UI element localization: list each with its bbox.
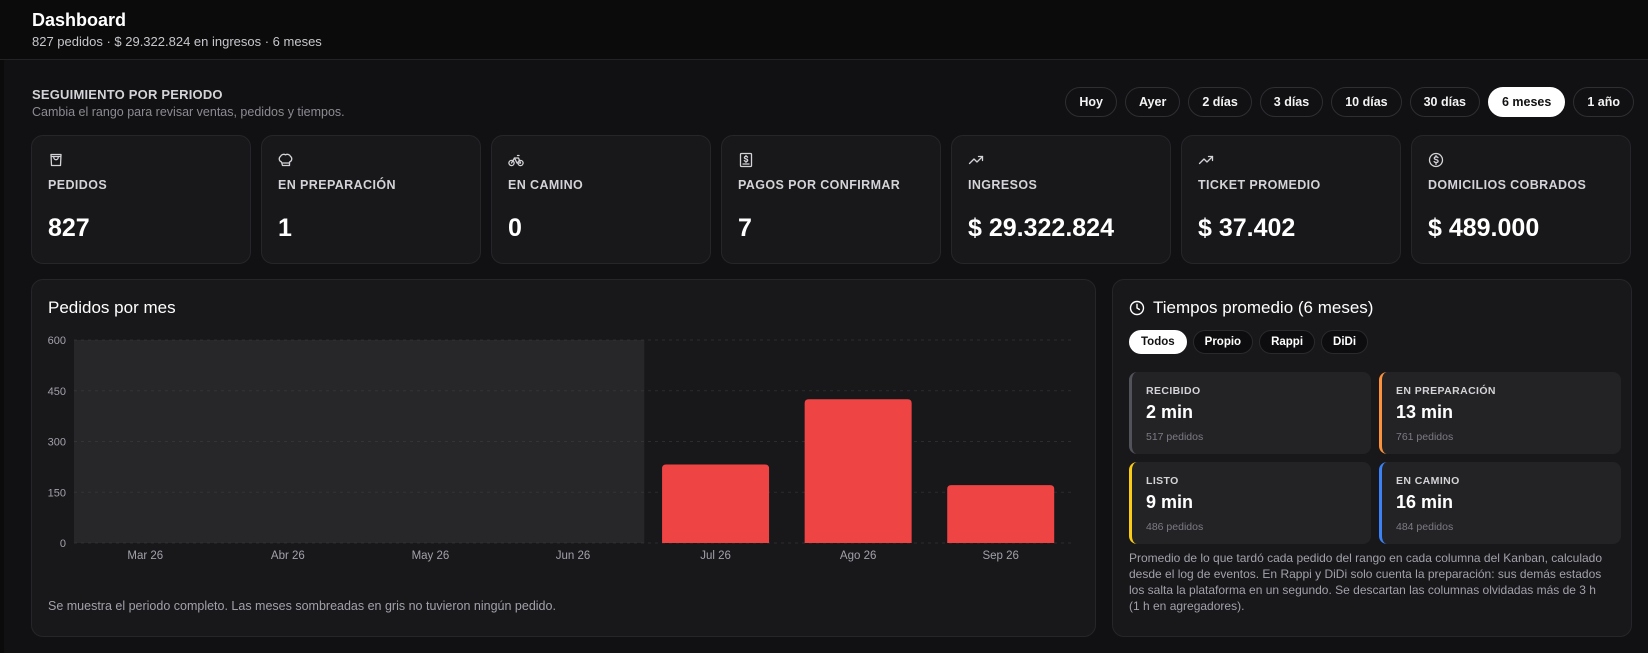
metric-value: 7 [738,214,752,242]
range-button-1-ano[interactable]: 1 año [1573,87,1634,117]
metric-card-ticket-promedio: TICKET PROMEDIO $ 37.402 [1181,135,1401,264]
filter-propio[interactable]: Propio [1192,330,1254,354]
range-button-ayer[interactable]: Ayer [1124,87,1181,117]
range-button-2-dias[interactable]: 2 días [1188,87,1252,117]
chart-note: Se muestra el periodo completo. Las mese… [48,599,556,613]
bicycle-icon [508,154,524,167]
y-tick-label: 450 [48,386,66,398]
shopping-bag-icon [50,153,62,167]
time-count: 517 pedidos [1146,431,1204,443]
x-tick-label: Abr 26 [271,550,305,562]
times-title: Tiempos promedio (6 meses) [1153,298,1374,317]
times-header: Tiempos promedio (6 meses) [1129,298,1373,318]
x-tick-label: Jul 26 [700,550,731,562]
y-tick-label: 0 [60,538,66,550]
page-title: Dashboard [32,10,127,30]
metric-value: $ 29.322.824 [968,214,1114,242]
x-tick-label: Mar 26 [127,550,163,562]
time-label: EN CAMINO [1396,475,1460,487]
dollar-circle-icon [1428,152,1444,168]
metric-cards: PEDIDOS 827 EN PREPARACIÓN 1 EN CAMINO 0… [31,135,1631,264]
y-tick-label: 300 [48,437,66,449]
metric-card-pagos-por-confirmar: PAGOS POR CONFIRMAR 7 [721,135,941,264]
x-tick-label: May 26 [412,550,450,562]
time-card-en-camino: EN CAMINO 16 min 484 pedidos [1379,462,1621,544]
filter-todos[interactable]: Todos [1129,330,1187,354]
time-card-listo: LISTO 9 min 486 pedidos [1129,462,1371,544]
time-card-en-preparacion: EN PREPARACIÓN 13 min 761 pedidos [1379,372,1621,454]
range-button-hoy[interactable]: Hoy [1065,87,1117,117]
clock-icon [1129,300,1145,316]
metric-label: DOMICILIOS COBRADOS [1428,178,1587,192]
metric-card-en-preparacion: EN PREPARACIÓN 1 [261,135,481,264]
chef-hat-icon [278,153,293,167]
metric-label: INGRESOS [968,178,1038,192]
time-label: LISTO [1146,475,1179,487]
metric-value: 1 [278,214,292,242]
time-label: RECIBIDO [1146,385,1201,397]
orders-per-month-panel: Pedidos por mes 0 150 300 450 600 Mar 26 Abr 2… [31,279,1096,637]
page-subtitle: 827 pedidos · $ 29.322.824 en ingresos ·… [32,34,322,49]
range-button-6-meses[interactable]: 6 meses [1487,87,1566,117]
time-value: 16 min [1396,492,1454,512]
metric-label: TICKET PROMEDIO [1198,178,1321,192]
average-times-panel: Tiempos promedio (6 meses) Todos Propio … [1112,279,1632,637]
bar [662,464,770,543]
empty-months-shade [74,340,645,543]
top-bar: Dashboard 827 pedidos · $ 29.322.824 en … [0,0,1648,60]
metric-card-pedidos: PEDIDOS 827 [31,135,251,264]
chart-title: Pedidos por mes [48,298,176,317]
metric-label: PAGOS POR CONFIRMAR [738,178,901,192]
metric-value: $ 37.402 [1198,214,1296,242]
metric-card-domicilios-cobrados: DOMICILIOS COBRADOS $ 489.000 [1411,135,1631,264]
filter-rappi[interactable]: Rappi [1259,330,1316,354]
x-tick-label: Ago 26 [840,550,876,562]
filter-didi[interactable]: DiDi [1321,330,1369,354]
time-count: 486 pedidos [1146,521,1204,533]
range-button-30-dias[interactable]: 30 días [1409,87,1480,117]
time-value: 13 min [1396,402,1454,422]
y-tick-label: 150 [48,487,66,499]
range-button-10-dias[interactable]: 10 días [1331,87,1402,117]
metric-label: EN PREPARACIÓN [278,178,396,192]
metric-card-en-camino: EN CAMINO 0 [491,135,711,264]
x-tick-label: Sep 26 [982,550,1018,562]
times-description: Promedio de lo que tardó cada pedido del… [1129,551,1603,613]
channel-filters: Todos Propio Rappi DiDi [1129,330,1369,354]
time-value: 9 min [1146,492,1194,512]
trending-up-icon [968,155,984,165]
time-card-recibido: RECIBIDO 2 min 517 pedidos [1129,372,1371,454]
trending-up-icon [1198,155,1214,165]
bar [804,399,912,543]
dashboard-main: SEGUIMIENTO POR PERIODO Cambia el rango … [4,60,1648,653]
metric-value: $ 489.000 [1428,214,1540,242]
time-value: 2 min [1146,402,1194,422]
orders-bar-chart: 0 150 300 450 600 Mar 26 Abr 26 May 26 Jun 26 Jul… [48,335,1072,562]
metric-card-ingresos: INGRESOS $ 29.322.824 [951,135,1171,264]
bar [947,485,1055,543]
time-count: 761 pedidos [1396,431,1454,443]
receipt-icon [739,152,753,168]
y-tick-label: 600 [48,335,66,347]
time-count: 484 pedidos [1396,521,1454,533]
range-selector: Hoy Ayer 2 días 3 días 10 días 30 días 6… [1065,87,1634,117]
metric-label: EN CAMINO [508,178,584,192]
metric-value: 827 [48,214,90,242]
metric-label: PEDIDOS [48,178,108,192]
period-section-subtitle: Cambia el rango para revisar ventas, ped… [32,105,345,119]
metric-value: 0 [508,214,522,242]
time-label: EN PREPARACIÓN [1396,385,1496,397]
period-section-title: SEGUIMIENTO POR PERIODO [32,87,223,102]
range-button-3-dias[interactable]: 3 días [1259,87,1324,117]
x-tick-label: Jun 26 [556,550,591,562]
times-grid: RECIBIDO 2 min 517 pedidos EN PREPARACIÓ… [1129,372,1621,544]
